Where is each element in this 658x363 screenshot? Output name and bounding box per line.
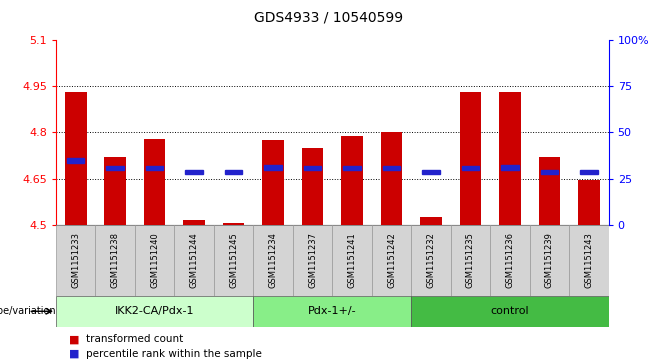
Bar: [183, 220, 205, 225]
Text: GSM1151236: GSM1151236: [505, 232, 515, 289]
Text: GSM1151237: GSM1151237: [308, 232, 317, 289]
Bar: [383, 166, 400, 171]
Text: GSM1151233: GSM1151233: [71, 232, 80, 289]
Text: GDS4933 / 10540599: GDS4933 / 10540599: [255, 11, 403, 25]
Text: GSM1151238: GSM1151238: [111, 232, 120, 289]
Bar: [304, 166, 321, 171]
Text: ■: ■: [69, 349, 80, 359]
Bar: [343, 166, 361, 171]
Text: GSM1151232: GSM1151232: [426, 233, 436, 288]
Bar: [107, 166, 124, 171]
Text: transformed count: transformed count: [86, 334, 183, 344]
Bar: [146, 166, 163, 171]
Bar: [538, 157, 561, 225]
Bar: [186, 170, 203, 175]
Text: IKK2-CA/Pdx-1: IKK2-CA/Pdx-1: [115, 306, 194, 316]
Bar: [451, 225, 490, 296]
Bar: [67, 158, 84, 163]
Bar: [380, 132, 402, 225]
Bar: [499, 92, 521, 225]
Bar: [56, 296, 253, 327]
Bar: [143, 139, 166, 225]
Bar: [420, 217, 442, 225]
Text: control: control: [491, 306, 529, 316]
Bar: [332, 225, 372, 296]
Text: percentile rank within the sample: percentile rank within the sample: [86, 349, 261, 359]
Text: ■: ■: [69, 334, 80, 344]
Text: GSM1151243: GSM1151243: [584, 233, 594, 288]
Text: GSM1151235: GSM1151235: [466, 233, 475, 288]
Bar: [580, 170, 597, 175]
Bar: [372, 225, 411, 296]
Text: GSM1151241: GSM1151241: [347, 233, 357, 288]
Bar: [341, 135, 363, 225]
Bar: [411, 225, 451, 296]
Bar: [501, 164, 519, 170]
Bar: [95, 225, 135, 296]
Bar: [459, 92, 482, 225]
Text: GSM1151234: GSM1151234: [268, 233, 278, 288]
Bar: [578, 180, 599, 225]
Bar: [262, 140, 284, 225]
Text: GSM1151242: GSM1151242: [387, 233, 396, 288]
Text: genotype/variation: genotype/variation: [0, 306, 56, 316]
Bar: [214, 225, 253, 296]
Bar: [569, 225, 609, 296]
Bar: [222, 223, 245, 225]
Bar: [56, 225, 95, 296]
Bar: [411, 296, 609, 327]
Bar: [530, 225, 569, 296]
Bar: [462, 166, 479, 171]
Bar: [104, 157, 126, 225]
Text: GSM1151244: GSM1151244: [190, 233, 199, 288]
Text: Pdx-1+/-: Pdx-1+/-: [308, 306, 357, 316]
Bar: [301, 148, 324, 225]
Text: GSM1151245: GSM1151245: [229, 233, 238, 288]
Bar: [225, 170, 242, 175]
Bar: [293, 225, 332, 296]
Bar: [253, 225, 293, 296]
Bar: [174, 225, 214, 296]
Text: GSM1151240: GSM1151240: [150, 233, 159, 288]
Bar: [541, 170, 558, 175]
Bar: [490, 225, 530, 296]
Text: GSM1151239: GSM1151239: [545, 233, 554, 288]
Bar: [265, 164, 282, 170]
Bar: [422, 170, 440, 175]
Bar: [253, 296, 411, 327]
Bar: [135, 225, 174, 296]
Bar: [64, 92, 87, 225]
